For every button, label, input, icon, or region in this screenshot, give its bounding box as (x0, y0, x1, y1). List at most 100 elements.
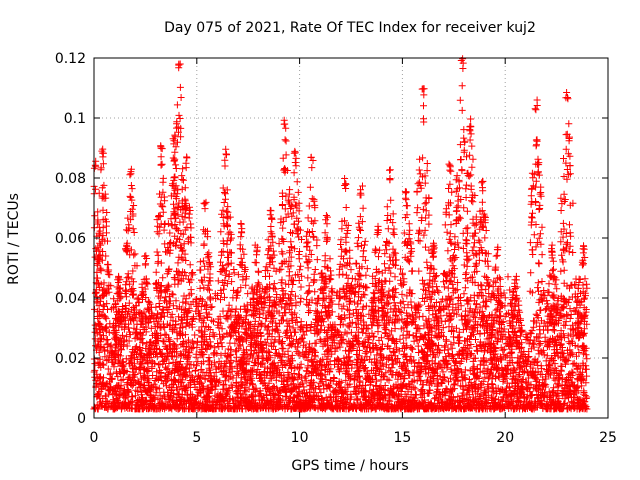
data-point (375, 328, 382, 335)
data-point (206, 259, 213, 266)
data-point (442, 318, 449, 325)
data-point (115, 275, 122, 282)
data-point (160, 179, 167, 186)
data-point (582, 392, 589, 399)
data-point (295, 350, 302, 357)
data-point (124, 274, 131, 281)
data-point (94, 208, 101, 215)
data-point (131, 229, 138, 236)
data-point (92, 322, 99, 329)
data-point (175, 259, 182, 266)
data-point (344, 330, 351, 337)
data-point (100, 224, 107, 231)
data-point (224, 203, 231, 210)
data-point (102, 253, 109, 260)
data-point (170, 291, 177, 298)
data-point (173, 165, 180, 172)
data-point (441, 283, 448, 290)
data-point (197, 267, 204, 274)
data-point (142, 262, 149, 269)
data-point (373, 378, 380, 385)
data-point (408, 358, 415, 365)
data-point (409, 346, 416, 353)
data-point (148, 325, 155, 332)
data-point (186, 215, 193, 222)
data-point (91, 367, 98, 374)
data-point (227, 237, 234, 244)
data-point (127, 193, 134, 200)
data-point (161, 331, 168, 338)
data-point (562, 322, 569, 329)
data-point (155, 252, 162, 259)
data-point (205, 254, 212, 261)
data-point (220, 248, 227, 255)
data-point (201, 241, 208, 248)
x-axis-label: GPS time / hours (291, 458, 408, 474)
data-point (255, 279, 262, 286)
data-point (217, 228, 224, 235)
data-point (172, 161, 179, 168)
data-point (533, 391, 540, 398)
data-point (191, 332, 198, 339)
data-point (555, 383, 562, 390)
data-point (157, 143, 164, 150)
data-point (337, 344, 344, 351)
data-point (91, 212, 98, 219)
data-point (226, 340, 233, 347)
data-point (204, 251, 211, 258)
data-point (122, 246, 129, 253)
data-point (152, 304, 159, 311)
data-point (96, 190, 103, 197)
data-point (329, 289, 336, 296)
data-point (159, 274, 166, 281)
data-point (132, 250, 139, 257)
y-axis-label: ROTI / TECUs (6, 193, 22, 285)
data-point (200, 226, 207, 233)
data-point (199, 279, 206, 286)
data-point (205, 249, 212, 256)
data-point (180, 177, 187, 184)
data-point (178, 94, 185, 101)
data-point (187, 261, 194, 268)
data-point (386, 278, 393, 285)
data-point (359, 329, 366, 336)
data-point (207, 278, 214, 285)
data-point (188, 372, 195, 379)
data-point (410, 318, 417, 325)
data-point (202, 205, 209, 212)
data-point (177, 84, 184, 91)
data-point (217, 259, 224, 266)
data-point (94, 275, 101, 282)
data-point (345, 354, 352, 361)
data-point (183, 154, 190, 161)
data-point (218, 249, 225, 256)
data-points (91, 55, 591, 412)
data-point (215, 277, 222, 284)
data-point (197, 285, 204, 292)
data-point (200, 258, 207, 265)
data-point (156, 191, 163, 198)
data-point (174, 101, 181, 108)
data-point (223, 241, 230, 248)
data-point (105, 261, 112, 268)
data-point (221, 199, 228, 206)
data-point (99, 153, 106, 160)
data-point (550, 293, 557, 300)
data-point (583, 366, 590, 373)
data-point (197, 258, 204, 265)
data-point (176, 112, 183, 119)
data-point (220, 214, 227, 221)
data-point (179, 186, 186, 193)
data-point (144, 359, 151, 366)
data-point (296, 365, 303, 372)
data-point (180, 219, 187, 226)
data-point (129, 185, 136, 192)
data-point (126, 171, 133, 178)
data-point (154, 249, 161, 256)
data-point (536, 323, 543, 330)
data-point (294, 319, 301, 326)
chart-title: Day 075 of 2021, Rate Of TEC Index for r… (164, 20, 536, 36)
data-point (158, 153, 165, 160)
data-point (183, 164, 190, 171)
data-point (228, 249, 235, 256)
